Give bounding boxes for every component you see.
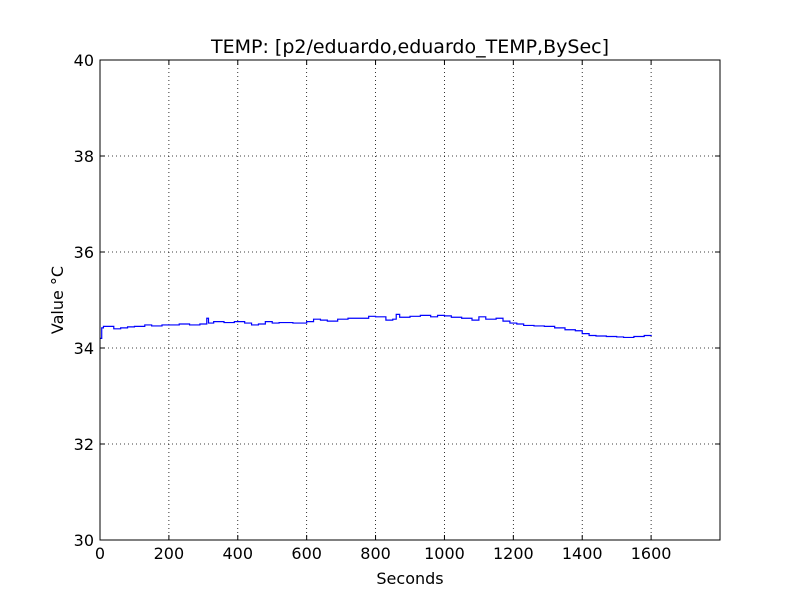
series-line-0	[100, 313, 652, 339]
x-tick-label: 1200	[493, 544, 534, 563]
y-tick-label: 34	[74, 339, 94, 358]
grid	[100, 60, 720, 540]
x-tick-label: 1400	[562, 544, 603, 563]
x-axis-label: Seconds	[376, 569, 443, 588]
x-tick-label: 800	[360, 544, 391, 563]
x-tick-label: 1000	[424, 544, 465, 563]
y-tick-label: 40	[74, 51, 94, 70]
x-tick-label: 0	[95, 544, 105, 563]
chart-title: TEMP: [p2/eduardo,eduardo_TEMP,BySec]	[210, 36, 609, 58]
y-tick-label: 32	[74, 435, 94, 454]
x-tick-label: 200	[154, 544, 185, 563]
x-tick-label: 400	[223, 544, 254, 563]
y-tick-label: 30	[74, 531, 94, 550]
plot-frame	[99, 59, 721, 541]
y-tick-label: 38	[74, 147, 94, 166]
series-layer	[100, 313, 652, 339]
y-tick-label: 36	[74, 243, 94, 262]
y-axis-label: Value °C	[48, 266, 67, 334]
ticks: 0 200 400 600 800 1000 1200 1400 1600 30 32 34 36 38 4…	[74, 51, 720, 563]
x-tick-label: 600	[291, 544, 322, 563]
x-tick-label: 1600	[631, 544, 672, 563]
